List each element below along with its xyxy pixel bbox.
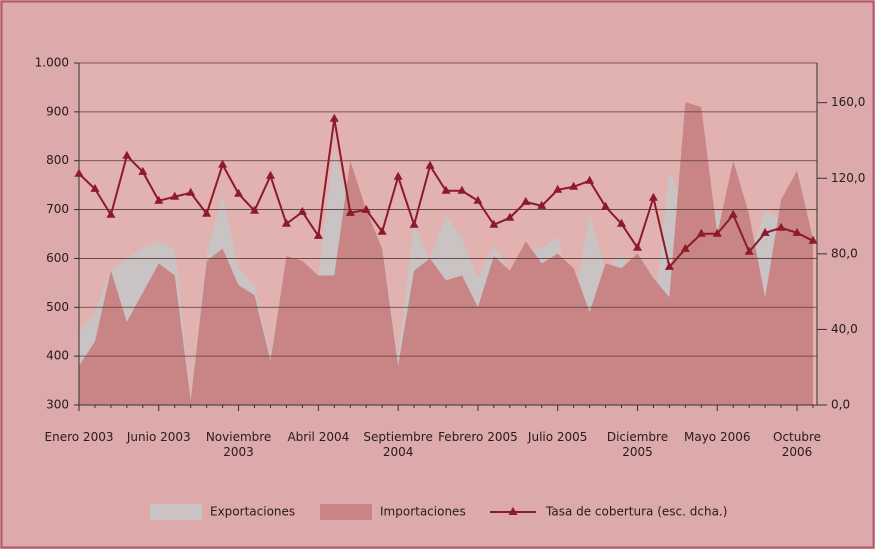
marker bbox=[760, 227, 770, 236]
y2-tick-label: 0,0 bbox=[831, 398, 850, 412]
y-tick-label: 300 bbox=[46, 398, 69, 412]
marker bbox=[329, 113, 339, 122]
legend-label: Importaciones bbox=[380, 505, 466, 519]
y2-tick-label: 120,0 bbox=[831, 171, 865, 185]
x-tick-label: Septiembre 2004 bbox=[363, 430, 433, 459]
marker bbox=[345, 207, 355, 216]
y2-tick-label: 40,0 bbox=[831, 322, 858, 336]
marker bbox=[680, 243, 690, 252]
marker bbox=[744, 246, 754, 255]
y-tick-label: 800 bbox=[46, 153, 69, 167]
marker bbox=[441, 185, 451, 194]
y-tick-label: 600 bbox=[46, 251, 69, 265]
marker bbox=[537, 200, 547, 209]
y2-tick-label: 80,0 bbox=[831, 246, 858, 260]
marker bbox=[585, 175, 595, 184]
marker bbox=[489, 219, 499, 228]
marker bbox=[601, 201, 611, 210]
x-tick-label: Noviembre 2003 bbox=[205, 430, 272, 459]
marker bbox=[553, 184, 563, 193]
marker bbox=[728, 209, 738, 218]
legend-swatch bbox=[150, 504, 202, 520]
marker bbox=[409, 219, 419, 228]
x-tick-label: Abril 2004 bbox=[287, 430, 350, 444]
x-tick-label: Julio 2005 bbox=[527, 430, 588, 444]
area bbox=[79, 102, 813, 405]
marker bbox=[457, 185, 467, 194]
marker bbox=[186, 187, 196, 196]
legend-marker bbox=[508, 507, 518, 515]
marker bbox=[361, 204, 371, 213]
legend-swatch bbox=[320, 504, 372, 520]
marker bbox=[648, 192, 658, 201]
marker bbox=[473, 195, 483, 204]
marker bbox=[90, 183, 100, 192]
marker bbox=[154, 195, 164, 204]
marker bbox=[106, 209, 116, 218]
marker bbox=[808, 235, 818, 244]
marker bbox=[505, 212, 515, 221]
marker bbox=[393, 171, 403, 180]
x-tick-label: Mayo 2006 bbox=[683, 430, 751, 444]
marker bbox=[521, 196, 531, 205]
marker bbox=[569, 181, 579, 190]
marker bbox=[776, 222, 786, 231]
marker bbox=[74, 168, 84, 177]
marker bbox=[664, 261, 674, 270]
x-tick-label: Diciembre 2005 bbox=[606, 430, 669, 459]
marker bbox=[250, 205, 260, 214]
y-tick-label: 900 bbox=[46, 104, 69, 118]
marker bbox=[696, 228, 706, 237]
y2-tick-label: 160,0 bbox=[831, 95, 865, 109]
marker bbox=[617, 218, 627, 227]
marker bbox=[425, 160, 435, 169]
marker bbox=[297, 206, 307, 215]
marker bbox=[632, 242, 642, 251]
y-tick-label: 400 bbox=[46, 349, 69, 363]
marker bbox=[138, 166, 148, 175]
x-tick-label: Enero 2003 bbox=[44, 430, 114, 444]
legend-label: Tasa de cobertura (esc. dcha.) bbox=[545, 505, 727, 519]
y-tick-label: 700 bbox=[46, 202, 69, 216]
y-tick-label: 500 bbox=[46, 300, 69, 314]
x-tick-label: Octubre 2006 bbox=[773, 430, 822, 459]
marker bbox=[712, 228, 722, 237]
marker bbox=[792, 227, 802, 236]
marker bbox=[313, 230, 323, 239]
marker bbox=[202, 208, 212, 217]
legend-label: Exportaciones bbox=[210, 505, 295, 519]
marker bbox=[122, 150, 132, 159]
marker bbox=[218, 159, 228, 168]
marker bbox=[234, 188, 244, 197]
marker bbox=[377, 226, 387, 235]
marker bbox=[281, 218, 291, 227]
marker bbox=[265, 170, 275, 179]
y-tick-label: 1.000 bbox=[35, 56, 69, 70]
x-tick-label: Febrero 2005 bbox=[438, 430, 518, 444]
marker bbox=[170, 191, 180, 200]
x-tick-label: Junio 2003 bbox=[126, 430, 191, 444]
